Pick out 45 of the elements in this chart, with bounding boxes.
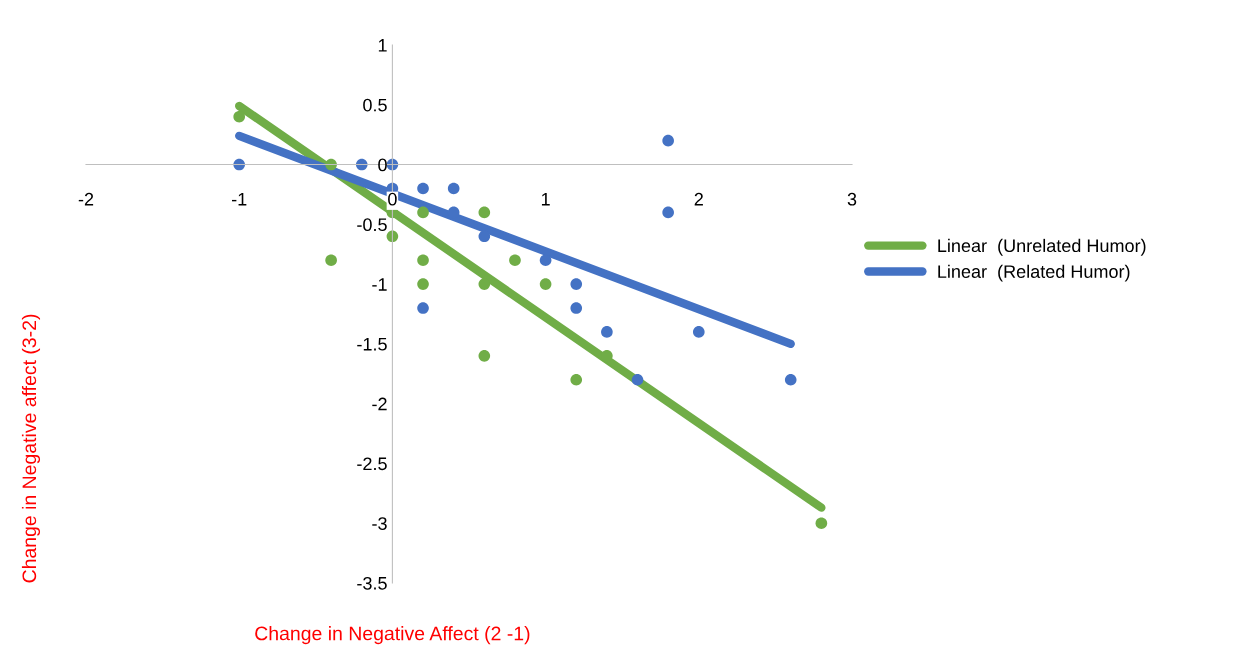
point [509, 254, 521, 267]
y-tick-label: -3 [372, 517, 387, 530]
y-axis-title: Change in Negative affect (3-2) [21, 314, 41, 583]
point [631, 373, 644, 386]
point [662, 134, 674, 147]
x-tick-label: 1 [541, 193, 550, 206]
point [447, 182, 460, 195]
point [417, 254, 429, 267]
y-tick-label: 0 [378, 158, 387, 172]
y-tick-label: -2 [372, 397, 387, 411]
point [478, 206, 491, 219]
legend-label: Linear (Related Humor) [938, 264, 1130, 282]
x-tick-label: -2 [78, 192, 94, 206]
y-tick-label: 1 [378, 39, 387, 52]
point [478, 230, 491, 243]
point [784, 373, 797, 386]
legend-label: Linear (Unrelated Humor) [938, 238, 1146, 256]
point [417, 182, 429, 195]
point [478, 278, 491, 290]
point [662, 206, 674, 219]
x-tick-label: 2 [694, 192, 703, 206]
point [539, 278, 552, 290]
x-tick-label: 3 [847, 192, 857, 206]
point [570, 278, 583, 290]
y-tick-label: -1 [372, 278, 387, 291]
point [478, 350, 491, 362]
y-tick-label: 0.5 [363, 98, 387, 112]
point [692, 326, 705, 338]
point [417, 302, 429, 314]
x-axis-title: Change in Negative Affect (2 -1) [255, 626, 530, 645]
y-tick-label: -2.5 [357, 457, 387, 471]
point [417, 278, 429, 290]
point [325, 254, 337, 267]
point [815, 517, 828, 530]
point [570, 373, 583, 386]
point [417, 206, 429, 219]
point [233, 110, 246, 123]
point [601, 326, 613, 338]
x-tick-label: 0 [388, 192, 397, 206]
y-tick-label: -1.5 [357, 338, 387, 351]
point [570, 302, 583, 314]
x-tick-label: -1 [231, 193, 247, 206]
y-tick-label: -3.5 [357, 576, 387, 590]
y-tick-label: -0.5 [357, 218, 387, 232]
point [539, 254, 552, 267]
